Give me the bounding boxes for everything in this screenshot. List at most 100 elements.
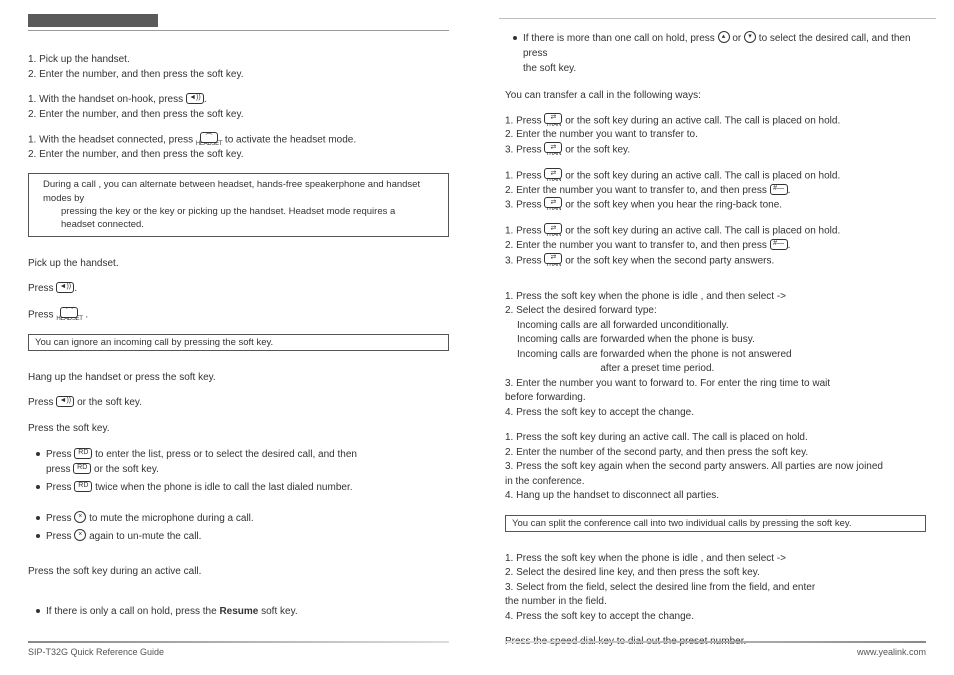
tran-icon-stacked: ⇄ TRAN: [544, 224, 562, 238]
box-line: pressing the key or the key or picking u…: [43, 205, 438, 218]
mute-icon: ×: [74, 511, 86, 523]
note-box-ignore: You can ignore an incoming call by press…: [28, 334, 449, 351]
text: or the soft key during an active call. T…: [565, 170, 840, 181]
text-line: 2. Enter the number, and then press the …: [28, 108, 449, 123]
bullet-icon: [513, 36, 517, 40]
text-line: 3. Press ⇄ TRAN or the soft key.: [505, 143, 926, 158]
text: 3. Press: [505, 200, 544, 211]
section-header-bar: [28, 14, 158, 27]
bullet-icon: [36, 516, 40, 520]
text: 2. Enter the number you want to transfer…: [505, 240, 770, 251]
speaker-icon: ◄)): [56, 282, 74, 293]
bullet-text: Press RD twice when the phone is idle to…: [46, 480, 353, 495]
text: Press: [46, 449, 74, 460]
tran-icon-stacked: ⇄ TRAN: [544, 143, 562, 157]
text-line: 2. Enter the number, and then press the …: [28, 68, 449, 83]
footer-rule: [28, 641, 449, 643]
text-line: 1. Press ⇄ TRAN or the soft key during a…: [505, 169, 926, 184]
text-line: 2. Enter the number of the second party,…: [505, 446, 926, 461]
bullet-text: Press × again to un-mute the call.: [46, 529, 201, 544]
bullet-text: If there is only a call on hold, press t…: [46, 604, 298, 619]
text-line: 3. Press the soft key again when the sec…: [505, 460, 926, 475]
icon-label: HEADSET: [196, 143, 222, 147]
speaker-icon: ◄)): [186, 93, 204, 104]
text-line: 4. Press the soft key to accept the chan…: [505, 610, 926, 625]
text: 1. Press: [505, 170, 544, 181]
text: Press: [46, 531, 74, 542]
header-underline: [28, 30, 449, 31]
block-press-speaker: Press ◄)).: [28, 282, 449, 297]
text-line: Incoming calls are forwarded when the ph…: [505, 348, 926, 363]
text: to enter the list, press or to select th…: [95, 449, 357, 460]
text: to activate the headset mode.: [225, 134, 356, 145]
text: 3. Press: [505, 255, 544, 266]
text: or: [732, 33, 744, 44]
text: Press: [28, 283, 56, 294]
text-line: 1. With the headset connected, press ⌒ H…: [28, 133, 449, 148]
text: If there is only a call on hold, press t…: [46, 606, 219, 617]
text: or the soft key.: [94, 464, 159, 475]
bullet-text: Press RD to enter the list, press or to …: [46, 447, 357, 477]
text-line: Press ◄)).: [28, 282, 449, 297]
footer-right: www.yealink.com: [477, 641, 954, 657]
pound-icon: #—: [770, 184, 788, 195]
text-line: Press the soft key.: [28, 422, 449, 437]
text: 1. With the headset connected, press: [28, 134, 196, 145]
text: or the soft key.: [565, 144, 630, 155]
block-speeddial: 1. Press the soft key when the phone is …: [505, 552, 926, 625]
tran-icon-stacked: ⇄ TRAN: [544, 254, 562, 268]
tran-icon: ⇄: [544, 142, 562, 153]
text-line: the number in the field.: [505, 595, 926, 610]
bullet-multihold: If there is more than one call on hold, …: [513, 31, 926, 76]
box-line: headset connected.: [43, 218, 438, 231]
headset-icon: ⌒: [200, 132, 218, 143]
icon-label: TRAN: [544, 264, 562, 268]
block-transfer-1: 1. Press ⇄ TRAN or the soft key during a…: [505, 114, 926, 158]
text-line: 1. Press the soft key when the phone is …: [505, 552, 926, 567]
tran-icon-stacked: ⇄ TRAN: [544, 198, 562, 212]
tran-icon-stacked: ⇄ TRAN: [544, 169, 562, 183]
pound-icon: #—: [770, 239, 788, 250]
rd-icon: RD: [73, 463, 91, 474]
text: Press: [46, 482, 74, 493]
note-box-modes: During a call , you can alternate betwee…: [28, 173, 449, 236]
icon-label: HEADSET: [56, 318, 82, 322]
icon-label: TRAN: [544, 234, 562, 238]
text-line: 2. Enter the number, and then press the …: [28, 148, 449, 163]
headset-icon-stacked: ⌒ HEADSET: [196, 133, 222, 147]
text-line: after a preset time period.: [505, 362, 926, 377]
text-line: 4. Hang up the handset to disconnect all…: [505, 489, 926, 504]
bullet-text: If there is more than one call on hold, …: [523, 31, 926, 76]
top-separator: [499, 18, 936, 19]
text-line: 1. Pick up the handset.: [28, 53, 449, 68]
text-line: Press ⌒ HEADSET .: [28, 308, 449, 323]
bullet-icon: [36, 485, 40, 489]
text-line: before forwarding.: [505, 391, 926, 406]
text: 2. Enter the number you want to transfer…: [505, 185, 770, 196]
text-line: 2. Enter the number you want to transfer…: [505, 239, 926, 254]
text-line: 2. Select the desired line key, and then…: [505, 566, 926, 581]
block-hangup: Hang up the handset or press the soft ke…: [28, 371, 449, 386]
rd-icon: RD: [74, 481, 92, 492]
text-line: 3. Press ⇄ TRAN or the soft key when you…: [505, 198, 926, 213]
block-forward: 1. Press the soft key when the phone is …: [505, 290, 926, 421]
bullet-redial-2: Press RD twice when the phone is idle to…: [36, 480, 449, 495]
tran-icon: ⇄: [544, 223, 562, 234]
text-line: Press ◄)) or the soft key.: [28, 396, 449, 411]
tran-icon-stacked: ⇄ TRAN: [544, 114, 562, 128]
text: If there is more than one call on hold, …: [523, 33, 718, 44]
text: to mute the microphone during a call.: [89, 513, 254, 524]
block-press-soft: Press the soft key.: [28, 422, 449, 437]
text-line: 3. Press ⇄ TRAN or the soft key when the…: [505, 254, 926, 269]
footer-text-left: SIP-T32G Quick Reference Guide: [28, 647, 449, 657]
text-line: in the conference.: [505, 475, 926, 490]
box-text: You can ignore an incoming call by press…: [35, 337, 273, 348]
note-box-split: You can split the conference call into t…: [505, 515, 926, 532]
footer-left: SIP-T32G Quick Reference Guide: [0, 641, 477, 657]
speaker-icon: ◄)): [56, 396, 74, 407]
text-line: Press the soft key during an active call…: [28, 565, 449, 580]
text: press: [46, 464, 73, 475]
text-line: 1. Press the soft key during an active c…: [505, 431, 926, 446]
text: soft key.: [261, 606, 298, 617]
mute-icon: ×: [74, 529, 86, 541]
